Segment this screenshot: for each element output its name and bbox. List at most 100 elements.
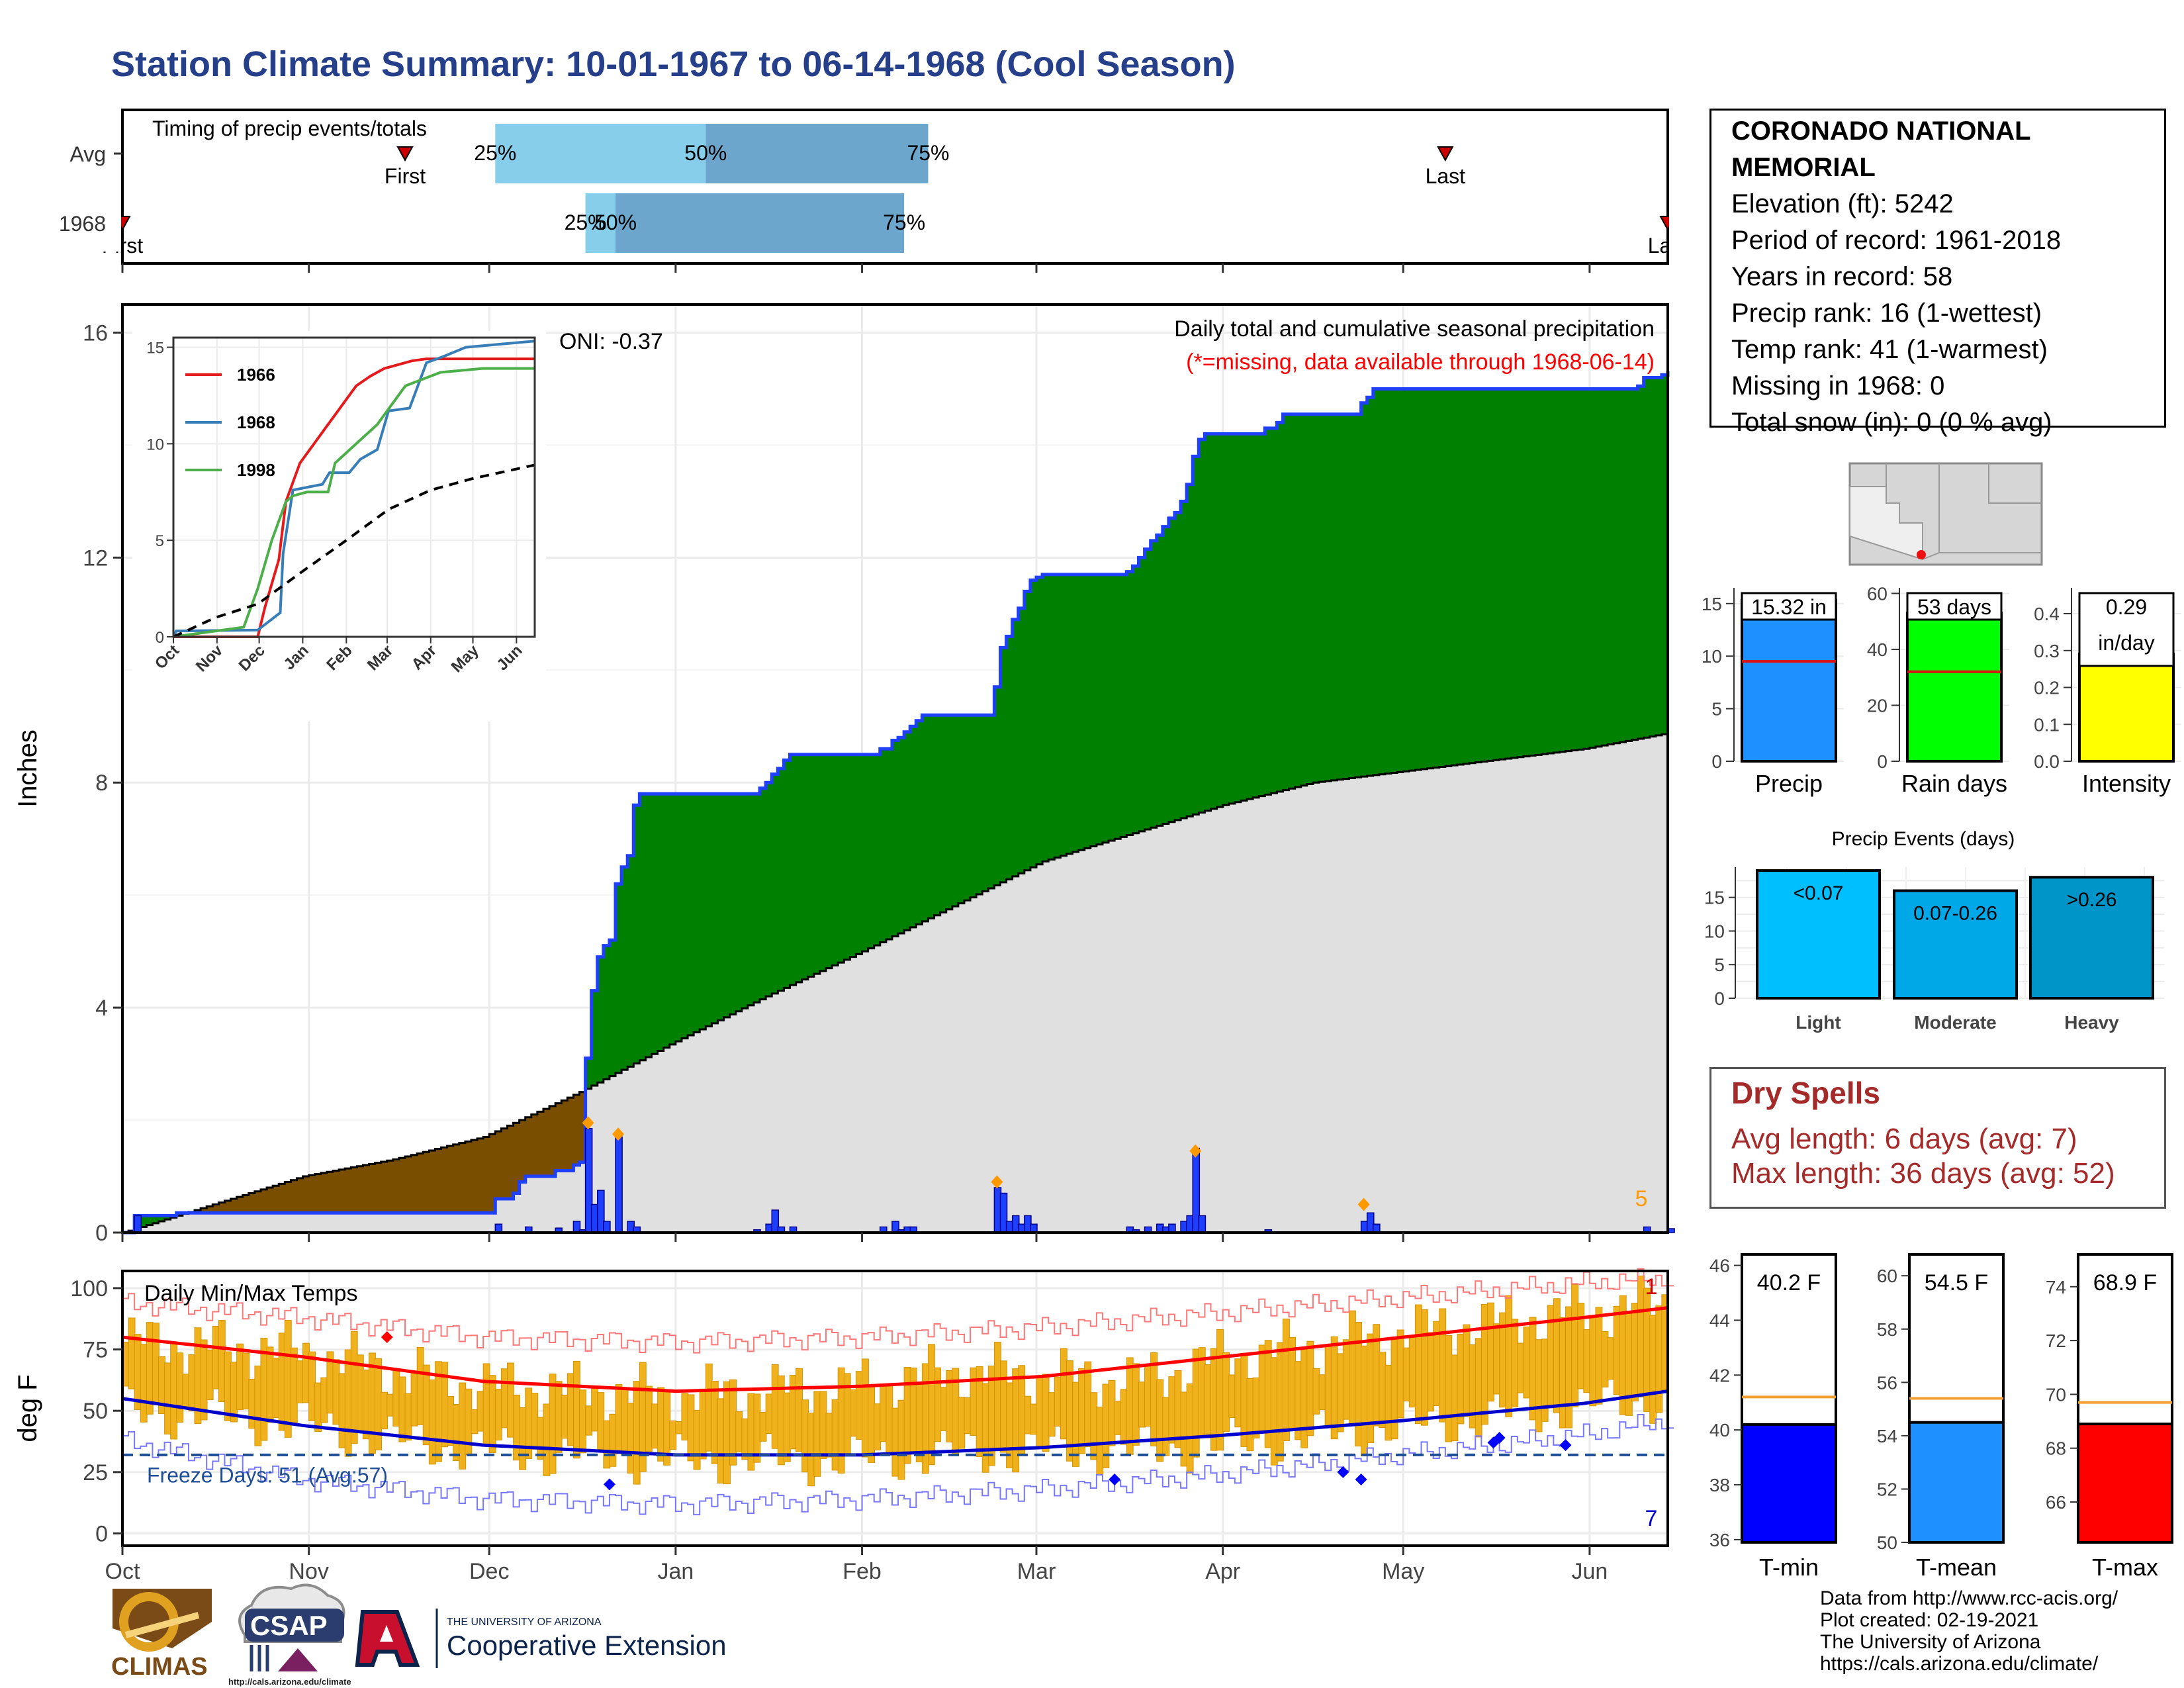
- inset-y-tick-label: 0: [156, 629, 164, 647]
- bar-y-tick-label: 15: [1702, 594, 1722, 614]
- surplus-area: [928, 715, 935, 919]
- station-snow: Total snow (in): 0 (0 % avg): [1731, 408, 2052, 437]
- precip-y-tick-label: 16: [83, 320, 108, 346]
- surplus-area: [1403, 389, 1410, 772]
- surplus-area: [1643, 377, 1651, 738]
- daily-temp-range-bar: [1379, 1351, 1387, 1428]
- surplus-area: [158, 1215, 165, 1222]
- surplus-area: [1499, 389, 1506, 760]
- bar-y-tick-label: 0.0: [2034, 751, 2060, 772]
- deficit-area: [230, 1199, 238, 1213]
- surplus-area: [844, 754, 850, 960]
- deficit-area: [320, 1172, 328, 1213]
- daily-temp-range-bar: [579, 1389, 586, 1454]
- timing-first-marker: [396, 146, 414, 162]
- daily-temp-range-bar: [657, 1387, 665, 1462]
- temps-x-tick-label: Mar: [1017, 1559, 1056, 1584]
- daily-temp-range-bar: [543, 1403, 551, 1476]
- surplus-area: [140, 1215, 147, 1227]
- surplus-area: [1481, 389, 1488, 762]
- deficit-area: [579, 1092, 586, 1162]
- inset-frame: [172, 336, 536, 638]
- surplus-area: [1355, 414, 1362, 778]
- inset-background: [132, 331, 546, 722]
- events-panel: Precip Events (days) <0.07 Light 0.07-0.26 M…: [1704, 828, 2164, 1033]
- inset-legend-label: 1966: [237, 365, 275, 385]
- daily-temp-range-bar: [1348, 1310, 1356, 1426]
- surplus-area: [1271, 428, 1278, 794]
- surplus-area: [1162, 526, 1169, 824]
- current-cumulative-line: [122, 371, 1670, 1235]
- temp-bar-t-max: [2077, 1423, 2173, 1544]
- deficit-area: [519, 1120, 526, 1182]
- surplus-area: [1361, 402, 1368, 777]
- daily-temp-range-bar: [398, 1376, 406, 1442]
- daily-temp-range-bar: [278, 1333, 286, 1431]
- daily-temp-range-bar: [1439, 1308, 1447, 1423]
- bar-value-box: [1741, 592, 1837, 621]
- daily-temp-range-bar: [837, 1367, 845, 1474]
- daily-temp-range-bar: [140, 1344, 148, 1423]
- daily-temp-range-bar: [1541, 1338, 1549, 1422]
- temp-bar-value-label: 40.2 F: [1757, 1270, 1821, 1295]
- daily-temp-range-bar: [1096, 1407, 1104, 1475]
- events-bar-heavy: [2029, 876, 2154, 1000]
- temp-bar-y-tick-label: 36: [1709, 1530, 1730, 1550]
- temps-y-tick-label: 0: [95, 1521, 108, 1546]
- timing-box-upper: [615, 193, 905, 253]
- credit-university: The University of Arizona: [1820, 1631, 2041, 1653]
- temp-bar-y-tick-label: 52: [1877, 1479, 1897, 1499]
- daily-temp-range-bar: [1198, 1347, 1206, 1438]
- daily-temp-range-bar: [1589, 1317, 1597, 1407]
- deficit-area: [201, 1208, 207, 1213]
- daily-record-marker: [1189, 1144, 1202, 1158]
- deficit-area: [351, 1167, 357, 1213]
- surplus-area: [1421, 389, 1428, 769]
- deficit-area: [332, 1170, 340, 1213]
- daily-temp-range-bar: [1475, 1338, 1482, 1438]
- daily-temp-range-bar: [344, 1349, 352, 1457]
- surplus-area: [1295, 414, 1302, 788]
- surplus-area: [1247, 434, 1253, 800]
- daily-temp-range-bar: [705, 1363, 713, 1452]
- surplus-area: [669, 794, 676, 1045]
- daily-temp-range-bar: [981, 1383, 989, 1473]
- surplus-area: [1090, 574, 1097, 847]
- daily-record-marker: [612, 1127, 625, 1141]
- surplus-area: [1265, 428, 1271, 795]
- daily-temp-range-bar: [1252, 1377, 1260, 1438]
- deficit-area: [267, 1188, 273, 1213]
- deficit-area: [513, 1123, 520, 1194]
- daily-temp-range-bar: [862, 1358, 869, 1458]
- surplus-area: [1577, 389, 1584, 750]
- surplus-area: [1559, 389, 1567, 752]
- daily-temp-range-bar: [765, 1393, 773, 1434]
- daily-temp-range-bar: [753, 1393, 761, 1463]
- bar-rain-days: [1906, 612, 2003, 763]
- daily-temp-range-bar: [1114, 1400, 1122, 1435]
- surplus-area: [988, 715, 995, 888]
- daily-temp-range-bar: [152, 1323, 159, 1405]
- station-name: CORONADO NATIONAL MEMORIAL: [1731, 117, 2030, 182]
- inset-series-1998-line: [173, 367, 535, 638]
- daily-temp-range-bar: [909, 1367, 917, 1454]
- daily-temp-range-bar: [940, 1387, 948, 1431]
- deficit-area: [423, 1152, 430, 1213]
- surplus-area: [603, 945, 610, 1080]
- ua-logo-big-text: Cooperative Extension: [447, 1630, 727, 1661]
- daily-temp-range-bar: [296, 1360, 304, 1403]
- daily-temp-range-bar: [693, 1409, 701, 1470]
- daily-temp-range-bar: [1228, 1374, 1236, 1419]
- surplus-area: [856, 754, 863, 955]
- surplus-area: [146, 1215, 154, 1225]
- daily-temp-range-bar: [1258, 1344, 1266, 1433]
- daily-temp-range-bar: [855, 1371, 863, 1440]
- station-period: Period of record: 1961-2018: [1731, 226, 2062, 255]
- daily-temp-range-bar: [572, 1360, 580, 1459]
- surplus-area: [597, 957, 604, 1083]
- surplus-area: [1150, 540, 1158, 828]
- surplus-area: [891, 740, 899, 937]
- timing-p25-label: 25%: [565, 211, 607, 234]
- daily-temp-range-bar: [1361, 1345, 1369, 1456]
